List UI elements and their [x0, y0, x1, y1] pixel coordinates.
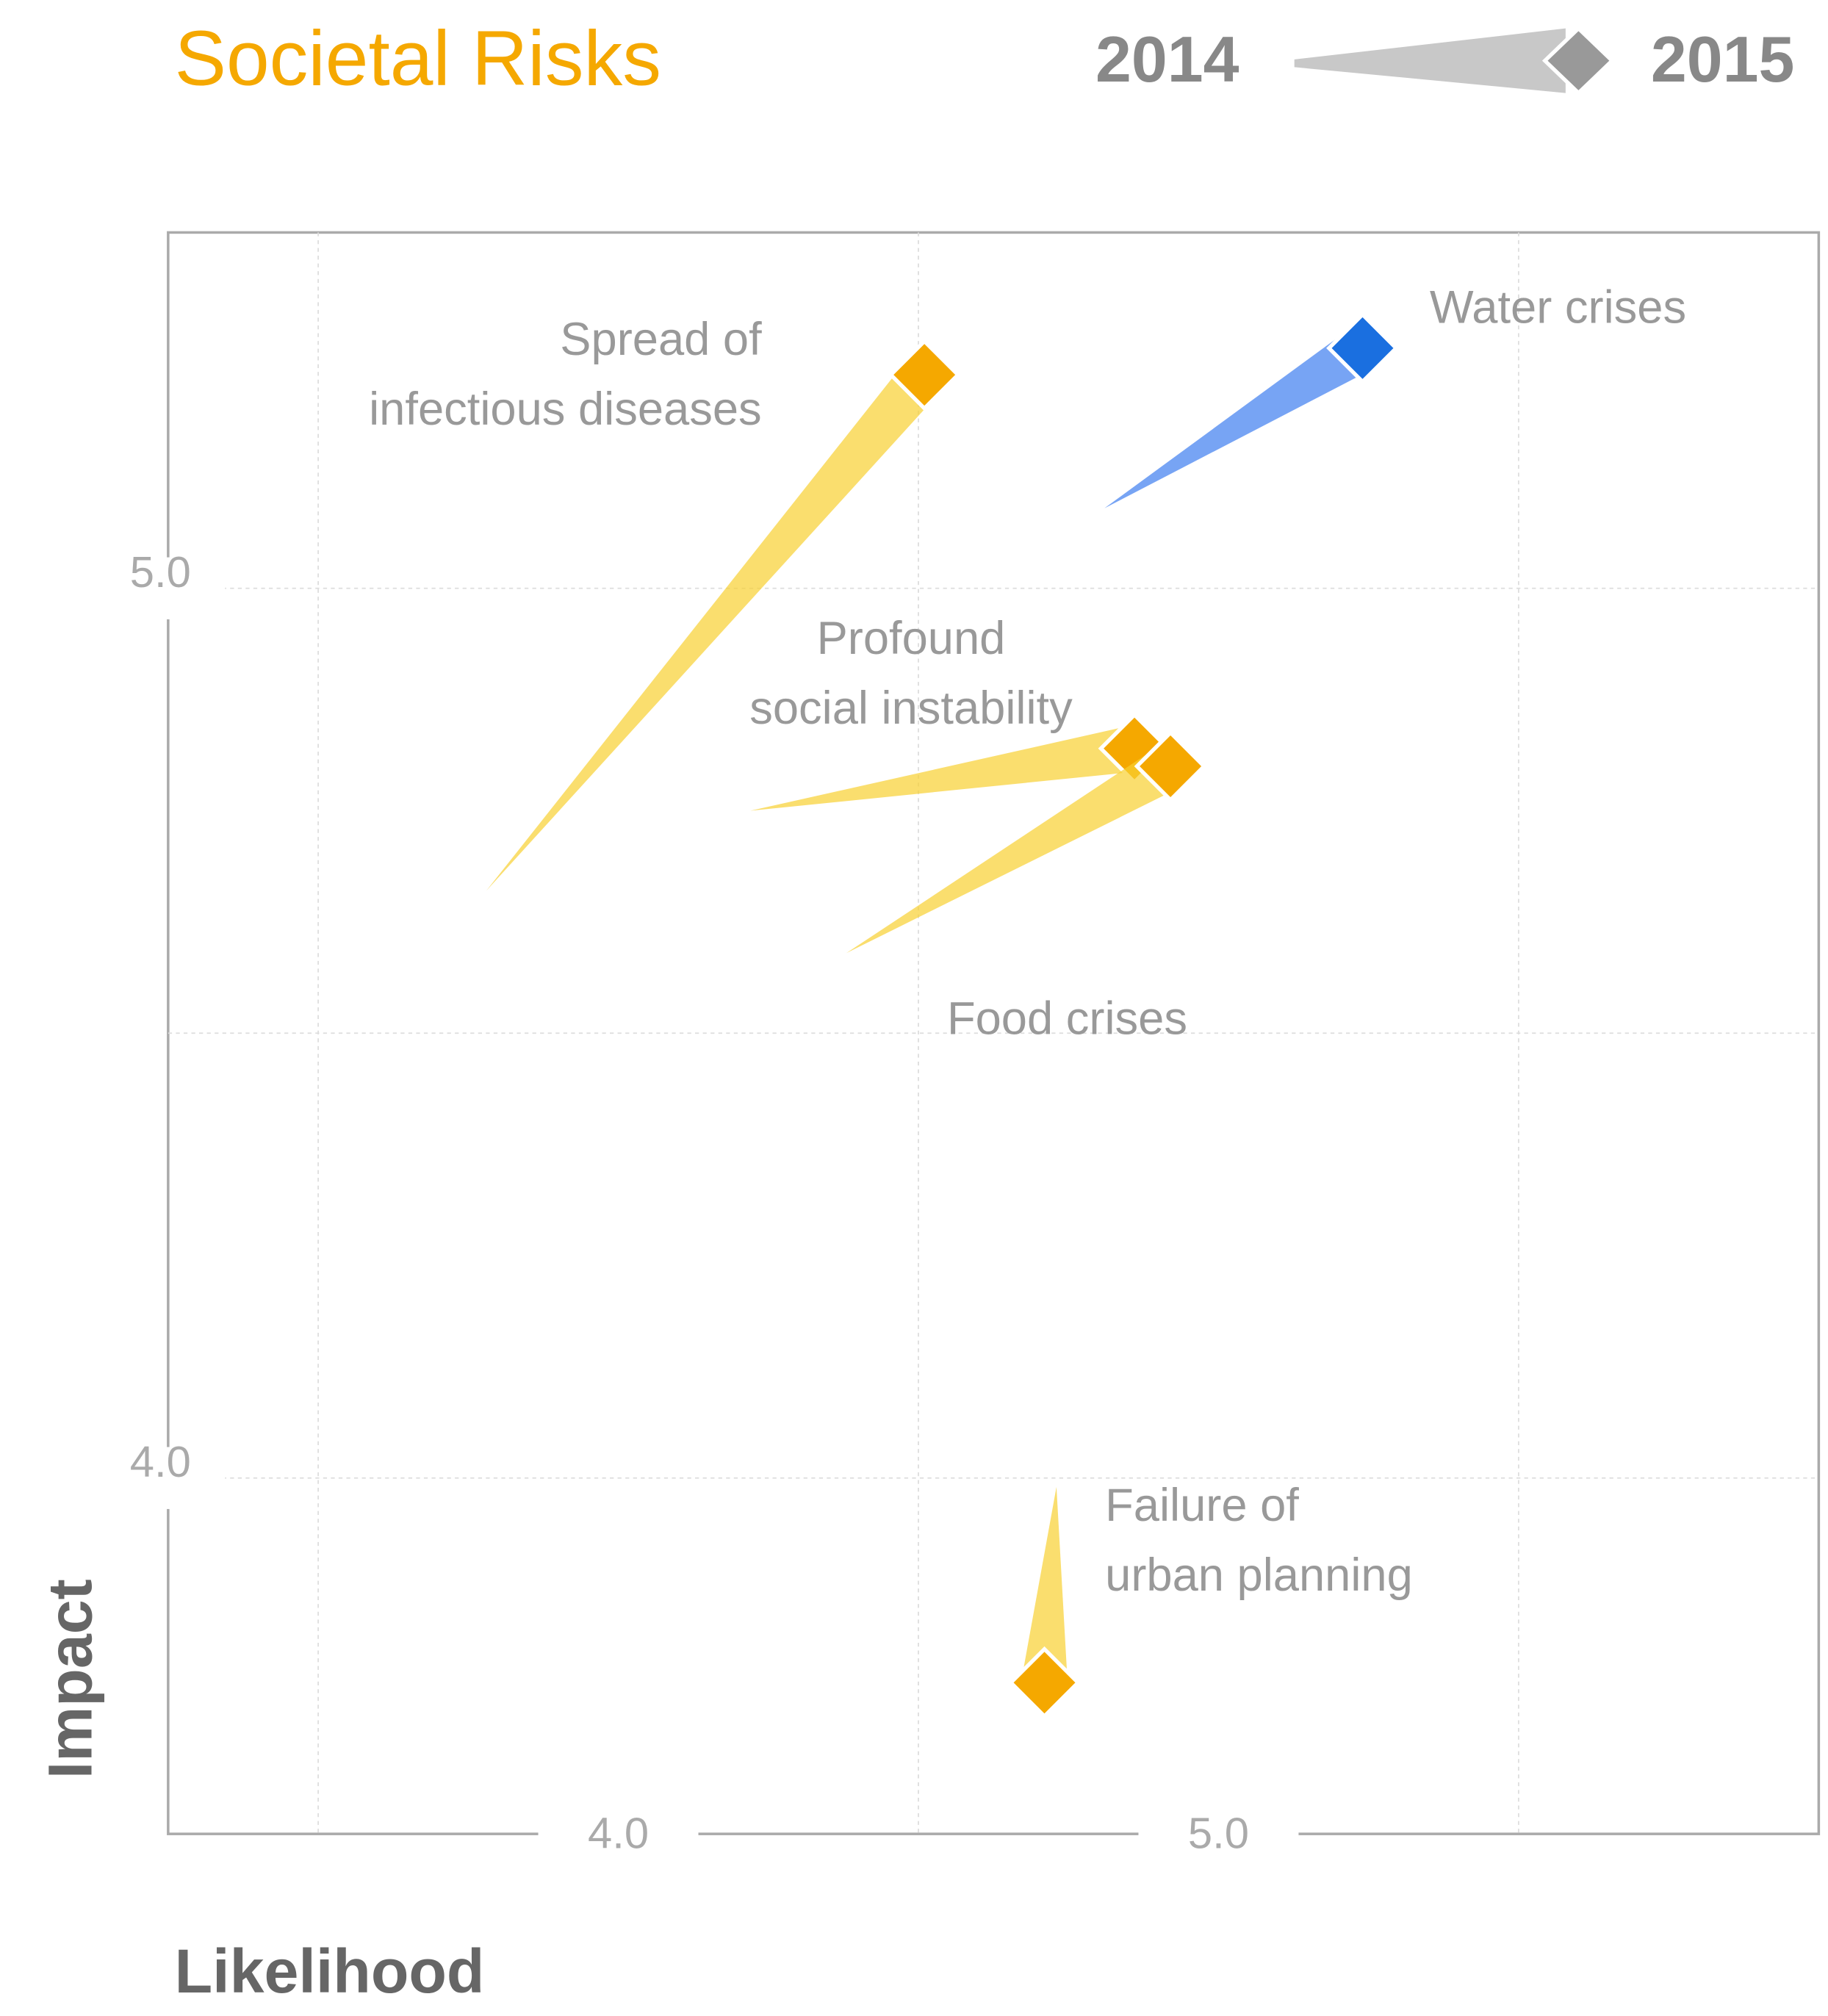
legend-diamond [1541, 26, 1615, 96]
x-tick-label: 4.0 [588, 1808, 649, 1857]
label-line: social instability [749, 683, 1073, 734]
x-tick-label: 5.0 [1188, 1808, 1249, 1857]
legend-arrow [1294, 28, 1566, 93]
risk-marker [888, 338, 961, 411]
trend-wedge [1104, 328, 1375, 508]
trend-wedge [750, 725, 1139, 811]
chart-title: Societal Risks [175, 16, 661, 102]
label-line: urban planning [1105, 1549, 1413, 1601]
risk-label: Failure of urban planning [1105, 1480, 1413, 1601]
label-line: infectious diseases [369, 384, 762, 435]
legend-from: 2014 [1095, 23, 1239, 96]
tick-gap [1138, 1826, 1299, 1842]
y-axis-label: Impact [36, 1579, 105, 1779]
risk-marker [1134, 730, 1207, 803]
tick-gap [538, 1826, 699, 1842]
y-tick-label: 5.0 [130, 547, 191, 597]
trend-wedge [486, 359, 943, 891]
label-line: Profound [817, 613, 1006, 664]
risk-marker [1326, 312, 1399, 385]
risk-label: Water crises [1430, 282, 1686, 334]
risk-label: Spread of infectious diseases [369, 314, 762, 435]
label-line: Failure of [1105, 1480, 1299, 1531]
tick-gap [160, 557, 226, 619]
tick-gap [160, 1447, 226, 1509]
risk-label: Profound social instability [749, 613, 1073, 734]
label-line: Spread of [560, 314, 762, 365]
risk-label: Food crises [947, 993, 1187, 1045]
y-tick-label: 4.0 [130, 1437, 191, 1486]
trend-wedge [1021, 1486, 1068, 1685]
trend-wedge [846, 746, 1182, 954]
legend-to: 2015 [1651, 23, 1795, 96]
x-axis-label: Likelihood [175, 1937, 485, 2006]
risk-marker [1008, 1646, 1081, 1719]
